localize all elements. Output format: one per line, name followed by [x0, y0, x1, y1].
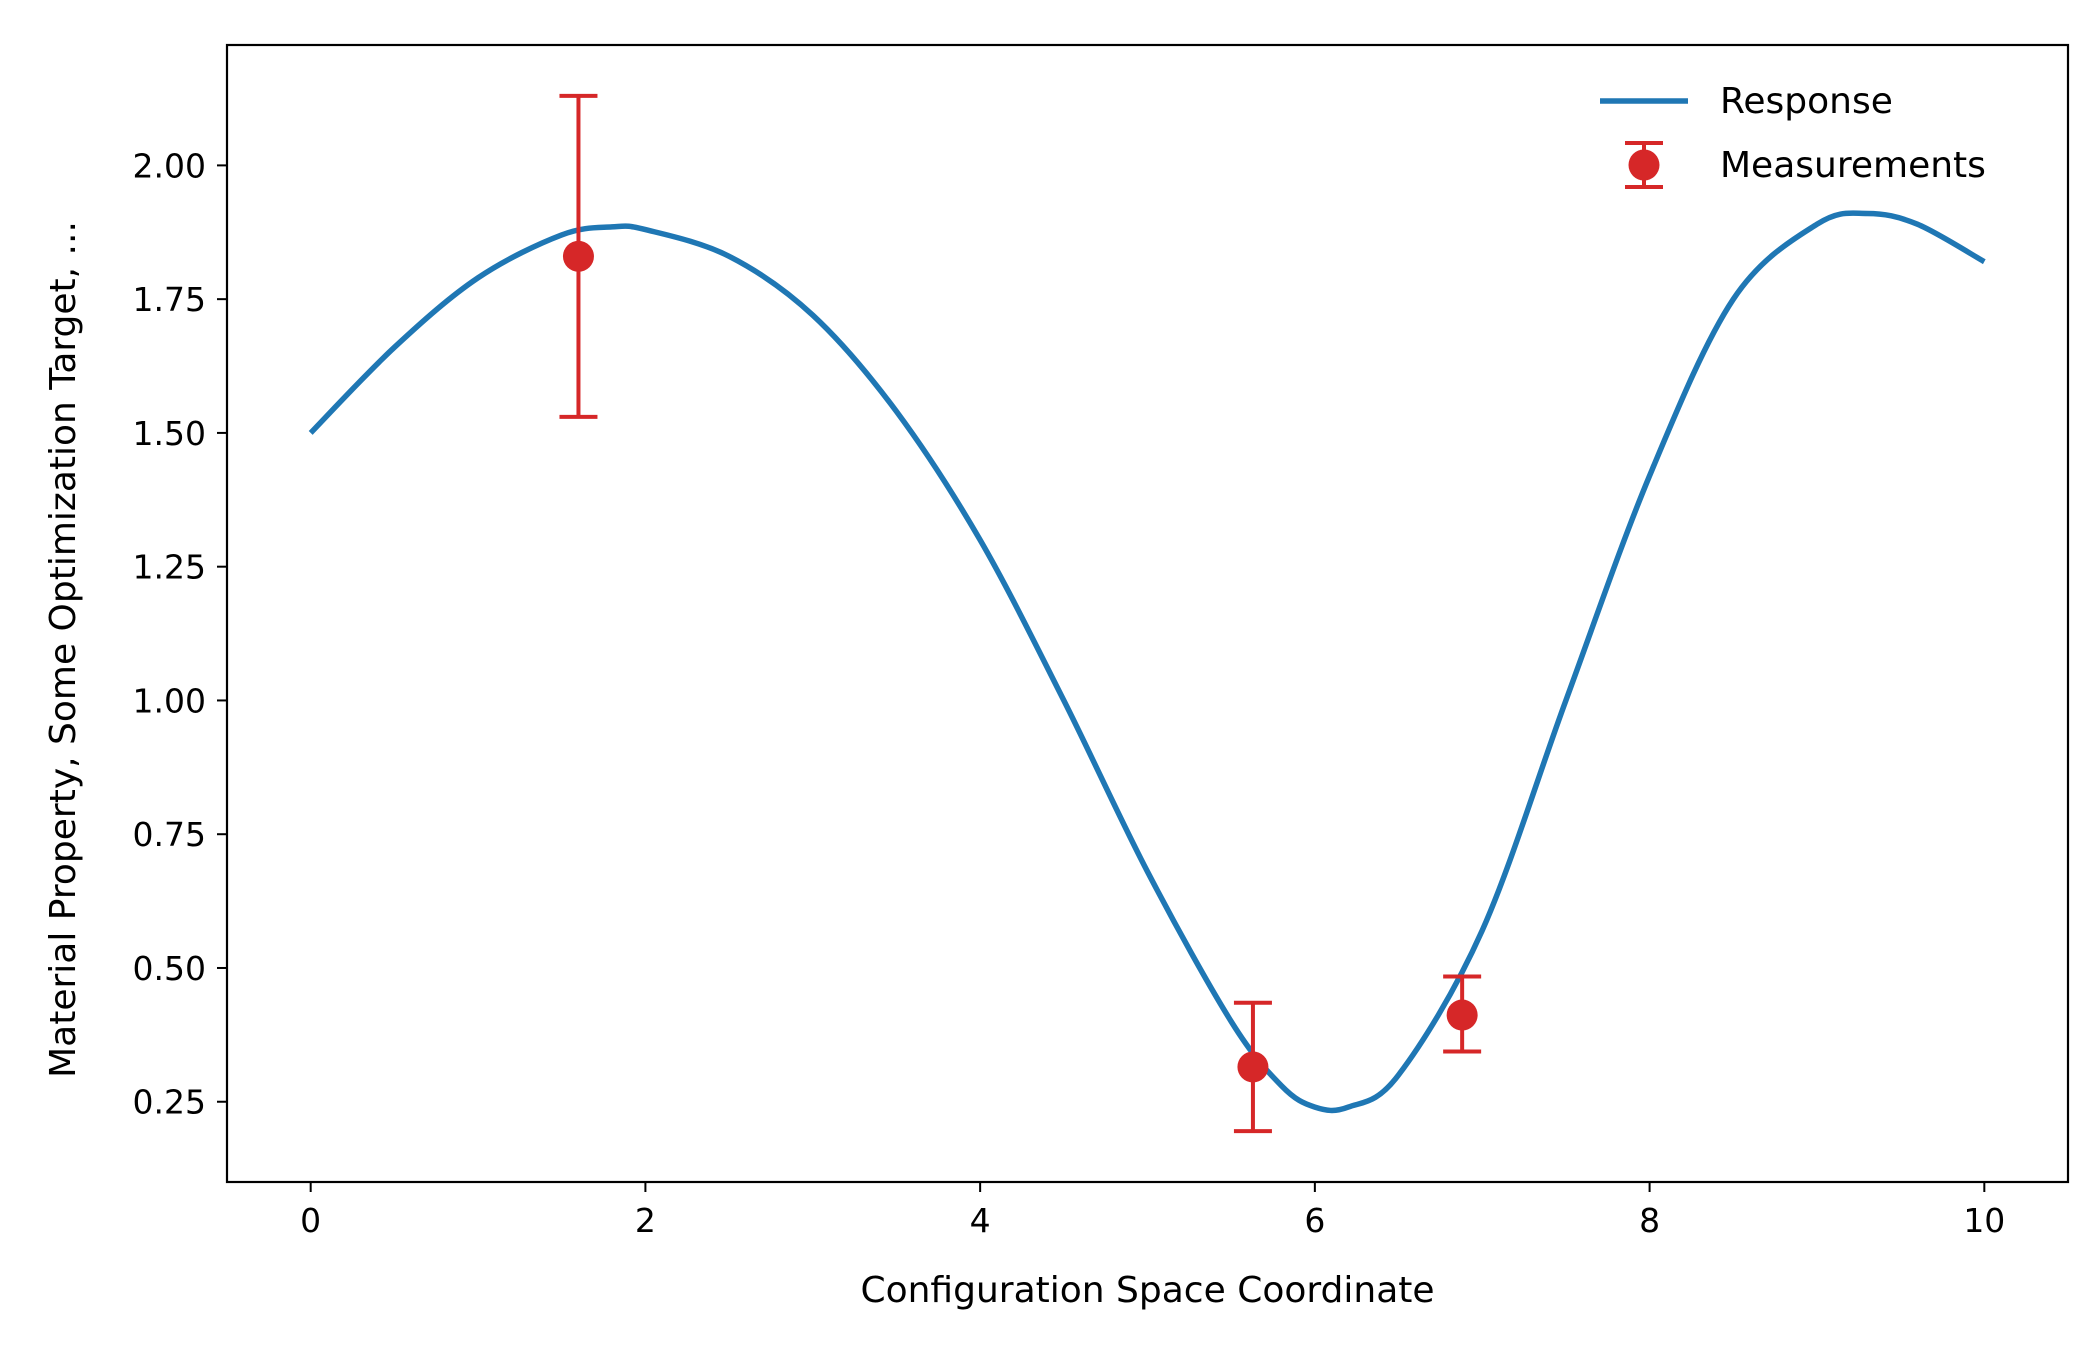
legend-measurements-label: Measurements: [1720, 145, 1986, 186]
x-axis-label: Configuration Space Coordinate: [860, 1270, 1434, 1311]
x-tick-label: 10: [1963, 1201, 2005, 1240]
axes-frame: [225, 43, 2070, 1184]
measurement-point: [1446, 999, 1478, 1031]
y-tick-label: 0.50: [133, 949, 206, 988]
y-tick-label: 1.00: [133, 681, 206, 720]
measurement-point: [562, 240, 594, 272]
x-tick-label: 2: [635, 1201, 656, 1240]
legend-measurements-swatch: [1625, 141, 1663, 189]
plot-area: [308, 93, 1986, 1134]
axes: 0 2 4 6 8 10 0.25 0.50 0.75 1.00 1.25 1.50 1.75 2.00: [133, 43, 2070, 1240]
y-tick-label: 1.25: [133, 548, 206, 587]
y-tick-label: 2.00: [133, 146, 206, 185]
x-tick-label: 4: [970, 1201, 991, 1240]
x-tick-label: 0: [300, 1201, 321, 1240]
y-axis-label: Material Property, Some Optimization Tar…: [43, 221, 84, 1078]
y-tick-label: 0.25: [133, 1083, 206, 1122]
legend-marker: [1628, 149, 1660, 181]
x-tick-label: 6: [1304, 1201, 1325, 1240]
response-line: [308, 210, 1986, 1114]
y-tick-label: 1.75: [133, 280, 206, 319]
x-tick-label: 8: [1639, 1201, 1660, 1240]
y-tick-label: 0.75: [133, 815, 206, 854]
measurement-point: [1237, 1051, 1269, 1083]
legend-response-label: Response: [1720, 81, 1893, 122]
legend: Response Measurements: [1600, 81, 1986, 189]
y-tick-label: 1.50: [133, 414, 206, 453]
